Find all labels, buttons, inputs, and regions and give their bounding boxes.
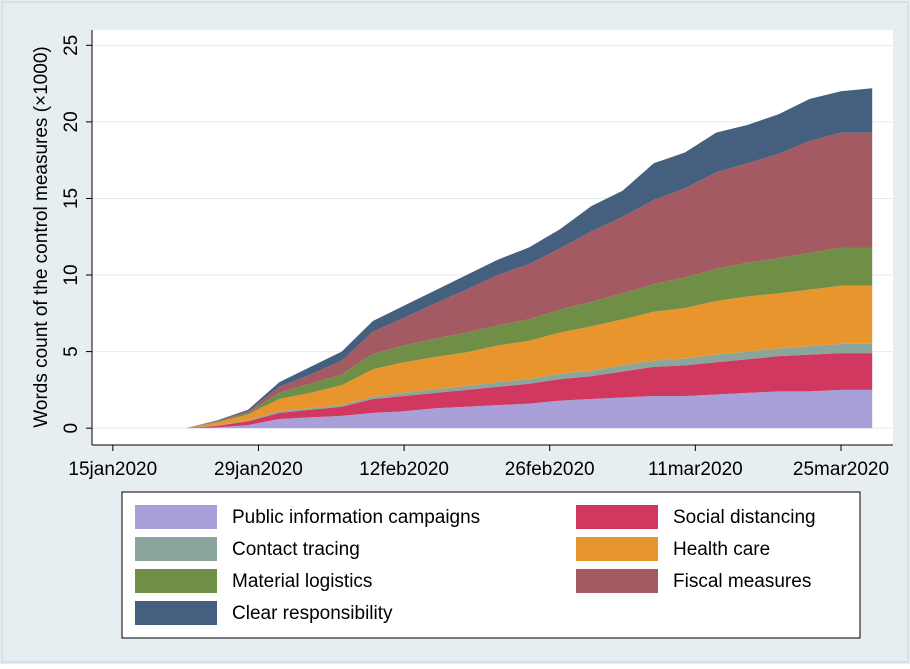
legend-label: Social distancing [673, 507, 816, 528]
x-tick-label: 25mar2020 [793, 459, 889, 480]
legend-label: Clear responsibility [232, 603, 393, 624]
legend-label: Public information campaigns [232, 507, 480, 528]
legend-label: Health care [673, 539, 770, 560]
y-tick-label: 25 [61, 35, 82, 56]
y-tick-label: 0 [61, 423, 82, 434]
area [185, 389, 873, 429]
y-tick-label: 20 [61, 111, 82, 132]
y-axis-title: Words count of the control measures (×10… [31, 46, 52, 427]
area [185, 88, 873, 429]
y-tick-label: 15 [61, 188, 82, 209]
legend-label: Fiscal measures [673, 571, 811, 592]
legend-swatch [135, 601, 217, 625]
area [185, 132, 873, 429]
y-tick-label: 5 [61, 346, 82, 357]
legend [121, 491, 861, 639]
x-tick-label: 11mar2020 [648, 459, 743, 480]
y-tick-label: 10 [61, 264, 82, 285]
legend-swatch [135, 569, 217, 593]
legend-label: Contact tracing [232, 539, 360, 560]
legend-swatch [576, 569, 658, 593]
x-tick-label: 15jan2020 [68, 459, 157, 480]
legend-swatch [576, 505, 658, 529]
legend-label: Material logistics [232, 571, 372, 592]
area [185, 353, 873, 429]
legend-swatch [576, 537, 658, 561]
x-tick-label: 26feb2020 [505, 459, 595, 480]
legend-swatch [135, 537, 217, 561]
area [185, 285, 873, 429]
x-tick-label: 29jan2020 [214, 459, 303, 480]
area [185, 247, 873, 429]
x-tick-label: 12feb2020 [359, 459, 449, 480]
legend-swatch [135, 505, 217, 529]
area [185, 343, 873, 429]
